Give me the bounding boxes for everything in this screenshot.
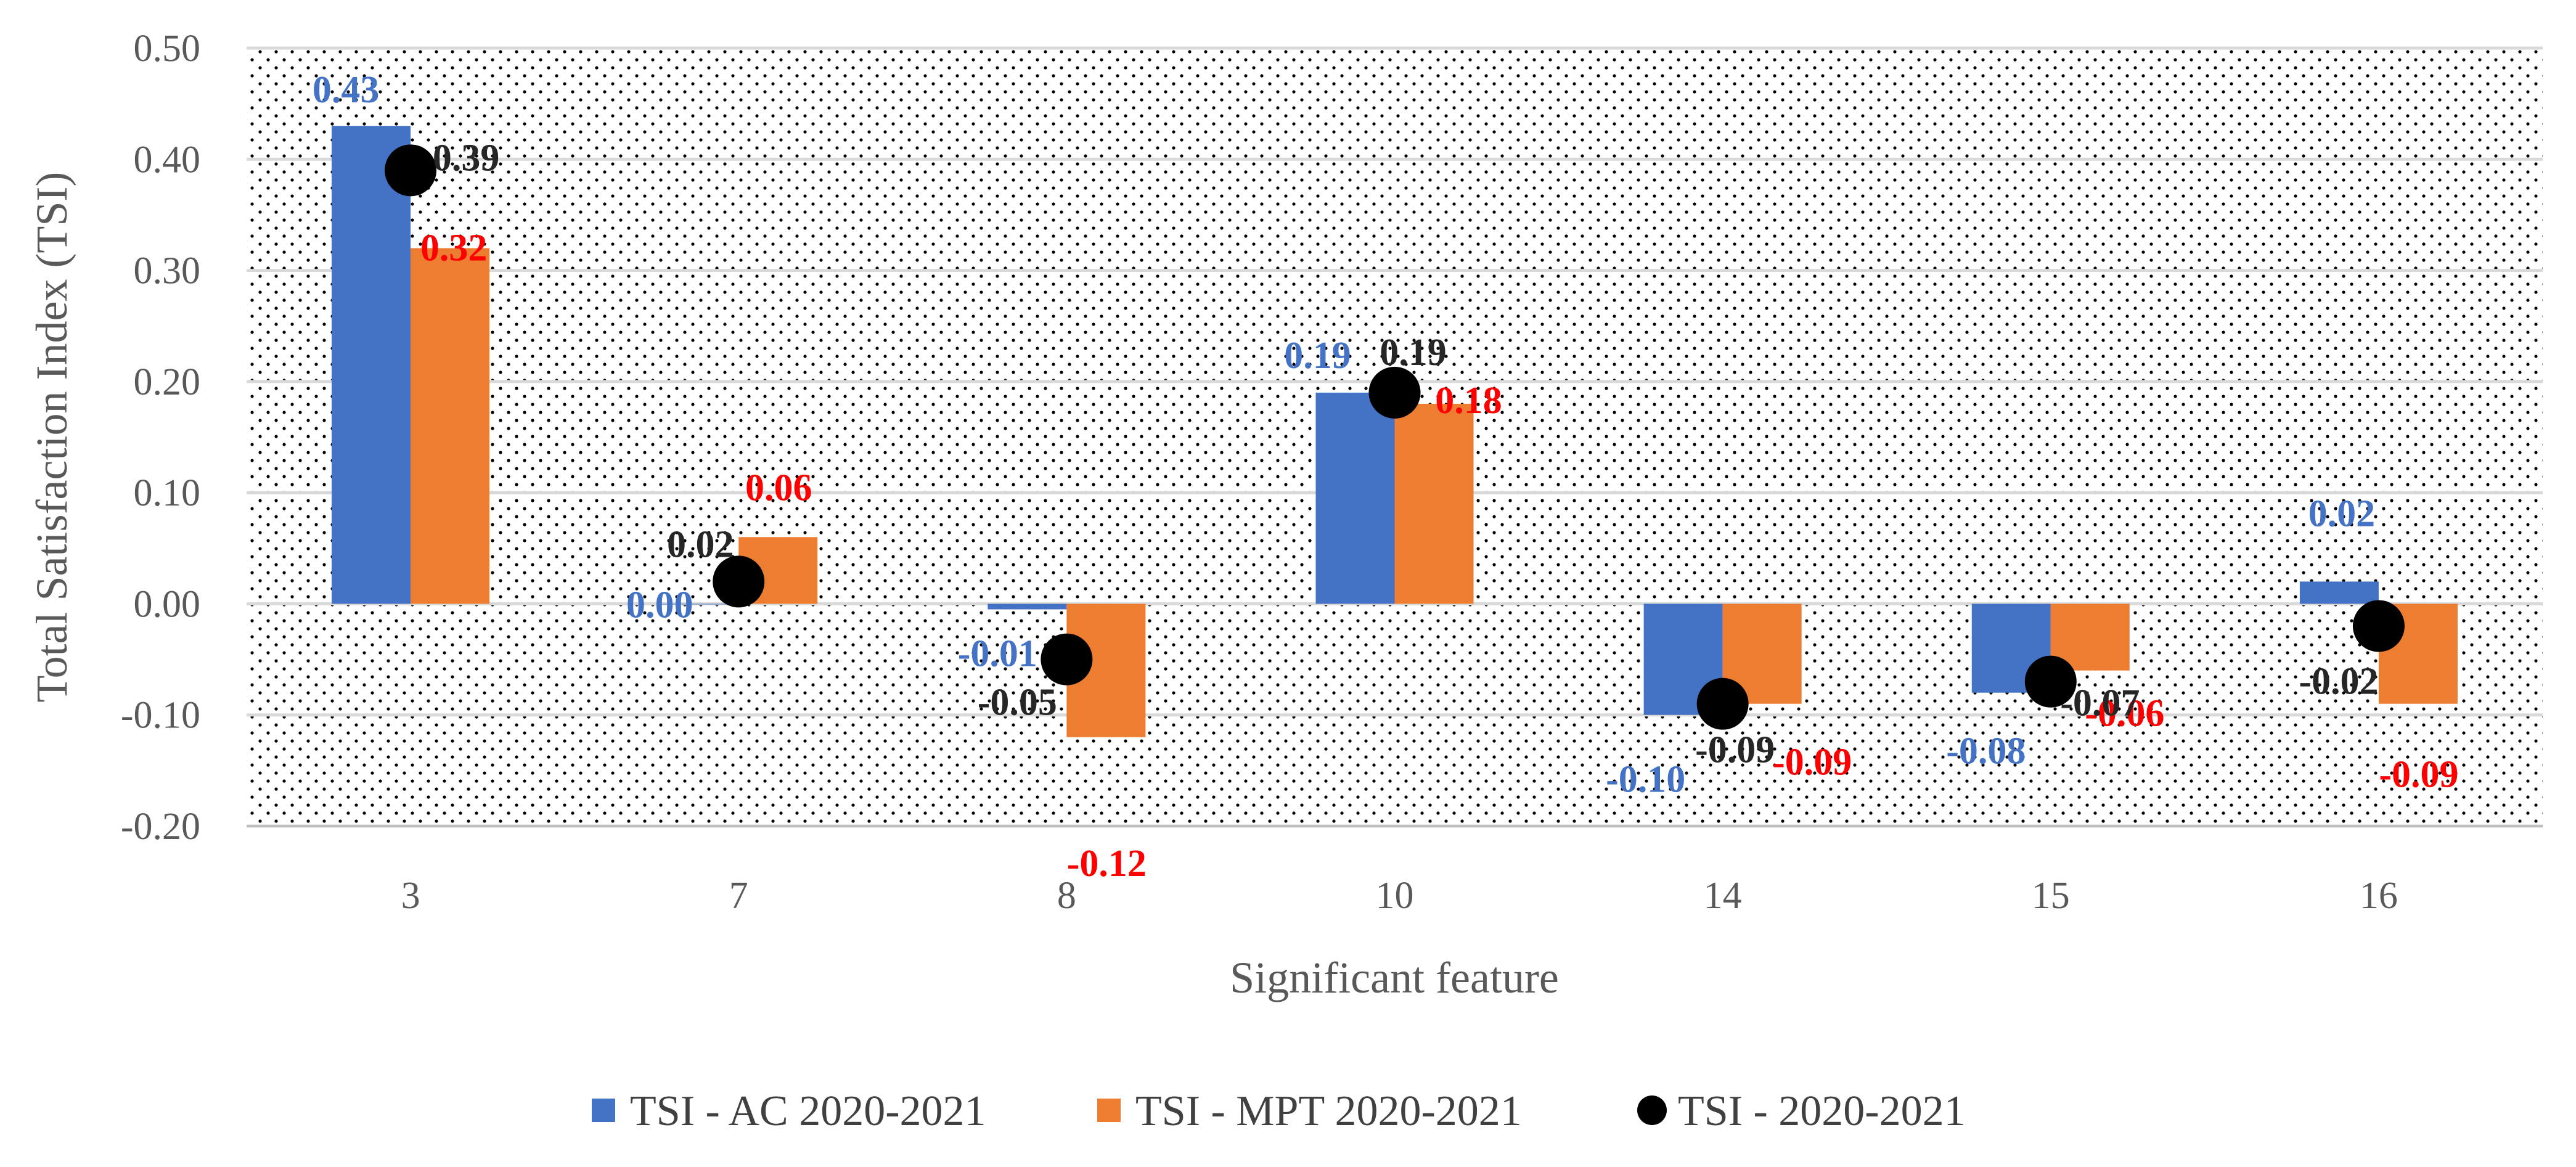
y-tick-label: 0.20 bbox=[134, 361, 201, 403]
x-tick-label: 7 bbox=[729, 875, 748, 917]
x-tick-label: 3 bbox=[401, 875, 420, 917]
data-label: -0.07 bbox=[2060, 682, 2140, 724]
legend: TSI - AC 2020-2021 TSI - MPT 2020-2021 T… bbox=[592, 1087, 1966, 1135]
y-tick-label: -0.10 bbox=[121, 695, 200, 737]
data-label: -0.09 bbox=[1772, 742, 1852, 784]
legend-swatch-ac bbox=[592, 1099, 615, 1122]
data-label: -0.09 bbox=[2379, 754, 2458, 796]
data-label: 0.18 bbox=[1435, 380, 1502, 422]
data-label: 0.19 bbox=[1284, 335, 1351, 377]
point-total bbox=[1041, 633, 1093, 686]
data-label: -0.06 bbox=[2085, 693, 2164, 735]
y-axis-title: Total Satisfaction Index (TSI) bbox=[27, 172, 76, 703]
data-label: 0.32 bbox=[420, 227, 488, 269]
y-tick-label: 0.40 bbox=[134, 139, 201, 181]
bar-ac bbox=[332, 126, 411, 604]
point-total bbox=[1696, 678, 1749, 730]
y-tick-label: -0.20 bbox=[121, 806, 200, 848]
data-label: 0.43 bbox=[313, 69, 380, 111]
data-label: -0.05 bbox=[978, 682, 1057, 724]
x-tick-label: 16 bbox=[2360, 875, 2398, 917]
legend-marker-total bbox=[1637, 1095, 1667, 1125]
data-label: -0.10 bbox=[1606, 759, 1685, 801]
x-tick-label: 14 bbox=[1704, 875, 1742, 917]
data-label: -0.12 bbox=[1067, 843, 1147, 885]
bar-ac bbox=[2299, 581, 2379, 604]
y-tick-label: 0.00 bbox=[134, 583, 201, 625]
data-label: -0.01 bbox=[958, 633, 1037, 674]
point-total bbox=[713, 555, 765, 608]
legend-swatch-mpt bbox=[1097, 1099, 1121, 1122]
x-axis-title: Significant feature bbox=[1230, 953, 1559, 1002]
x-axis-ticks: 3 7 8 10 14 15 16 bbox=[401, 875, 2398, 917]
legend-label-total: TSI - 2020-2021 bbox=[1678, 1087, 1966, 1135]
bars bbox=[332, 126, 2458, 737]
bar-mpt bbox=[1394, 403, 1474, 604]
x-tick-label: 10 bbox=[1376, 875, 1414, 917]
points bbox=[385, 144, 2405, 730]
point-total bbox=[385, 144, 437, 197]
data-label: -0.08 bbox=[1946, 731, 2026, 772]
y-axis-ticks: 0.50 0.40 0.30 0.20 0.10 0.00 -0.10 -0.20 bbox=[121, 28, 200, 848]
point-total bbox=[2024, 655, 2077, 708]
y-tick-label: 0.50 bbox=[134, 28, 201, 70]
data-label: 0.19 bbox=[1380, 332, 1447, 374]
data-label: -0.02 bbox=[2299, 660, 2378, 702]
data-label: 0.02 bbox=[667, 523, 734, 565]
x-tick-label: 8 bbox=[1057, 875, 1076, 917]
y-tick-label: 0.10 bbox=[134, 472, 201, 514]
x-tick-label: 15 bbox=[2032, 875, 2070, 917]
point-total bbox=[2352, 600, 2405, 652]
legend-label-ac: TSI - AC 2020-2021 bbox=[630, 1087, 986, 1135]
data-label: 0.39 bbox=[433, 137, 500, 179]
bar-mpt bbox=[411, 248, 490, 604]
data-label: 0.06 bbox=[745, 467, 812, 509]
data-label: 0.00 bbox=[626, 584, 693, 626]
legend-label-mpt: TSI - MPT 2020-2021 bbox=[1135, 1087, 1522, 1135]
data-labels: 0.43 0.00 -0.01 0.19 -0.10 -0.08 0.02 0.32 0.06 -… bbox=[313, 69, 2459, 885]
data-label: 0.02 bbox=[2308, 493, 2376, 534]
y-tick-label: 0.30 bbox=[134, 250, 201, 292]
bar-ac bbox=[987, 604, 1067, 610]
point-total bbox=[1368, 366, 1421, 419]
bar-ac bbox=[1315, 392, 1395, 604]
data-label: -0.09 bbox=[1695, 729, 1775, 771]
